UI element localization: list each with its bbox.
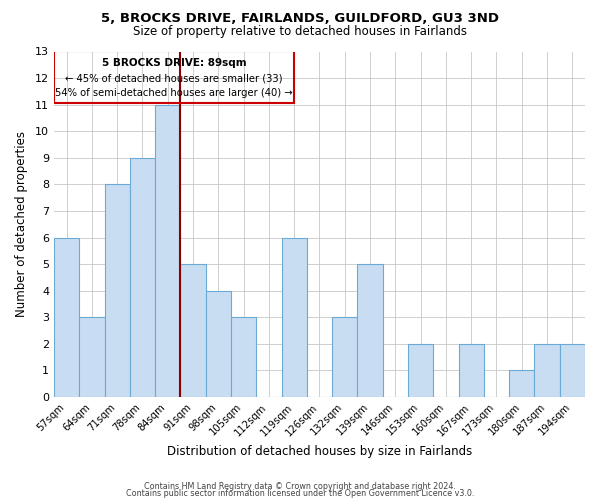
Bar <box>206 290 231 397</box>
Bar <box>458 344 484 397</box>
Text: 54% of semi-detached houses are larger (40) →: 54% of semi-detached houses are larger (… <box>55 88 293 98</box>
Bar <box>358 264 383 397</box>
Bar <box>181 264 206 397</box>
Bar <box>408 344 433 397</box>
Text: 5, BROCKS DRIVE, FAIRLANDS, GUILDFORD, GU3 3ND: 5, BROCKS DRIVE, FAIRLANDS, GUILDFORD, G… <box>101 12 499 26</box>
Y-axis label: Number of detached properties: Number of detached properties <box>15 132 28 318</box>
Bar <box>130 158 155 397</box>
Bar <box>509 370 535 397</box>
Bar <box>54 52 294 104</box>
Text: Contains public sector information licensed under the Open Government Licence v3: Contains public sector information licen… <box>126 490 474 498</box>
Bar <box>155 104 181 397</box>
X-axis label: Distribution of detached houses by size in Fairlands: Distribution of detached houses by size … <box>167 444 472 458</box>
Bar <box>54 238 79 397</box>
Text: ← 45% of detached houses are smaller (33): ← 45% of detached houses are smaller (33… <box>65 74 283 84</box>
Bar <box>231 318 256 397</box>
Bar <box>560 344 585 397</box>
Bar <box>104 184 130 397</box>
Text: Contains HM Land Registry data © Crown copyright and database right 2024.: Contains HM Land Registry data © Crown c… <box>144 482 456 491</box>
Bar <box>332 318 358 397</box>
Text: 5 BROCKS DRIVE: 89sqm: 5 BROCKS DRIVE: 89sqm <box>102 58 247 68</box>
Bar <box>535 344 560 397</box>
Bar <box>79 318 104 397</box>
Text: Size of property relative to detached houses in Fairlands: Size of property relative to detached ho… <box>133 25 467 38</box>
Bar <box>281 238 307 397</box>
